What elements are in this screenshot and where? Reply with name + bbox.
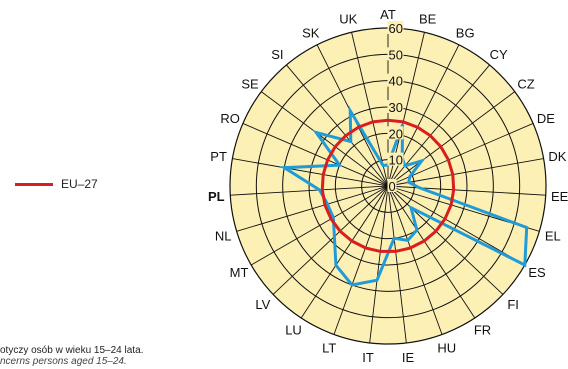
spoke-se [260,91,389,187]
tick-bg-30 [387,100,404,113]
spoke-fi [387,185,504,295]
spoke-fr [387,185,476,319]
tick-bg-0 [387,179,397,192]
series-line-eu27 [320,118,456,253]
tick-label-10: 10 [389,153,403,168]
category-label-fi: FI [507,297,519,312]
category-label-bg: BG [456,25,475,40]
footnote-pl: otyczy osób w wieku 15–24 lata. [0,345,144,356]
category-label-at: AT [380,7,396,22]
category-label-de: DE [537,111,555,126]
spoke-hu [387,185,443,335]
spoke-lv [272,185,389,295]
tick-label-40: 40 [389,74,403,89]
category-label-uk: UK [339,12,357,27]
tick-bg-20 [387,126,404,140]
tick-bg-50 [387,47,404,61]
category-label-dk: DK [548,149,566,164]
category-label-ie: IE [402,350,415,365]
category-label-fr: FR [474,323,491,338]
category-label-nl: NL [215,228,232,243]
spoke-ee [387,185,546,196]
category-label-mt: MT [230,265,249,280]
spoke-es [387,185,526,266]
category-label-cz: CZ [517,76,534,91]
spoke-pt [232,158,389,187]
spoke-lu [300,185,389,319]
category-label-it: IT [362,350,374,365]
category-label-si: SI [271,47,283,62]
tick-label-20: 20 [389,126,403,141]
category-label-ee: EE [551,189,568,204]
spoke-it [369,185,389,343]
spoke-si [286,64,389,187]
category-label-be: BE [419,12,437,27]
legend-swatch-eu27 [15,182,53,186]
category-label-pt: PT [210,149,227,164]
legend-label-eu27: EU–27 [61,177,98,191]
category-label-sk: SK [302,25,320,40]
category-label-es: ES [528,265,546,280]
tick-label-60: 60 [389,21,403,36]
tick-bg-40 [387,73,404,87]
legend: EU–27 [15,177,98,191]
spoke-ro [242,123,389,187]
spoke-lt [333,185,389,335]
category-label-se: SE [241,76,259,91]
spoke-nl [236,185,389,232]
category-label-ro: RO [220,111,240,126]
category-label-cy: CY [490,47,508,62]
tick-bg-60 [387,21,404,34]
spoke-ie [387,185,407,343]
category-label-el: EL [545,228,561,243]
category-label-hu: HU [437,341,456,356]
spoke-uk [351,32,389,187]
spoke-cz [387,91,516,187]
category-label-lu: LU [285,323,302,338]
category-label-lv: LV [255,297,270,312]
tick-label-0: 0 [389,179,396,194]
category-label-pl: PL [208,189,225,204]
tick-bg-10 [387,152,404,166]
tick-label-50: 50 [389,47,403,62]
footnote-en: ncerns persons aged 15–24. [0,356,127,367]
series-line-main [279,105,529,287]
spoke-mt [250,185,389,266]
footnote: otyczy osób w wieku 15–24 lata. ncerns p… [0,345,143,367]
spoke-pl [230,185,389,196]
category-label-lt: LT [322,341,336,356]
spoke-dk [387,158,544,187]
tick-label-30: 30 [389,100,403,115]
